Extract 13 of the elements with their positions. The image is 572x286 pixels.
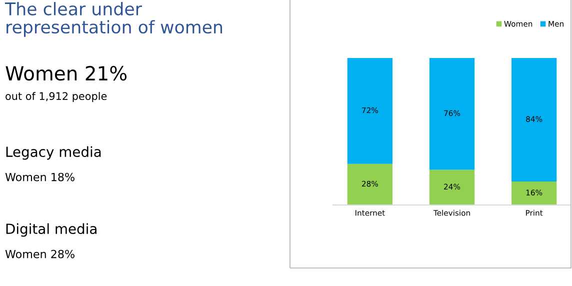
text: Women 18% — [5, 172, 74, 182]
bar — [512, 58, 557, 182]
text: Women 21% — [6, 66, 127, 81]
text: Digital media — [6, 223, 96, 237]
text: out of 1,912 people — [6, 92, 107, 102]
bar — [347, 164, 392, 205]
text: Legacy media — [6, 146, 101, 160]
bar — [512, 181, 557, 205]
text: Women 28% — [5, 250, 74, 258]
bar — [429, 170, 475, 205]
text: The clear under representation of women — [4, 2, 222, 37]
bar — [347, 58, 392, 164]
bar — [429, 58, 475, 170]
